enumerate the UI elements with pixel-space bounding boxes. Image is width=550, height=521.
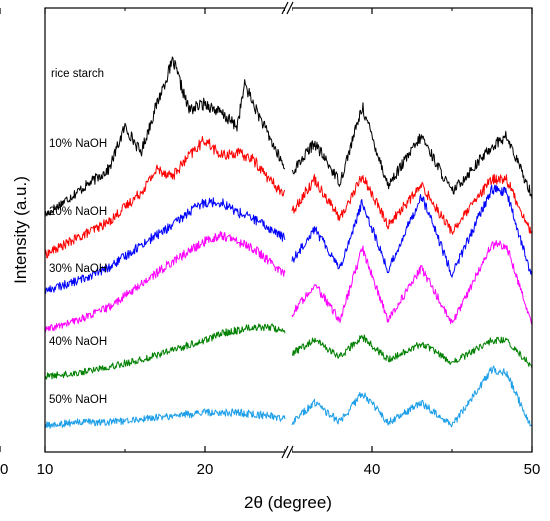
series-label: 50% NaOH	[49, 394, 107, 406]
y-axis-title: Intensity (a.u.)	[11, 176, 30, 284]
series-label-layer: rice starch 10% NaOH 20% NaOH 30% NaOH 40% N…	[49, 68, 107, 406]
series-line-left	[44, 323, 286, 380]
series-line-left	[44, 231, 286, 333]
plot-frame	[44, 7, 533, 453]
x-tick-label: 30	[0, 461, 8, 478]
series-line-left	[44, 136, 286, 259]
series-50-naoh	[44, 365, 533, 429]
series-line-right	[292, 334, 533, 369]
axis-break-gap	[285, 446, 292, 458]
axis-break-slash	[281, 445, 289, 459]
series-line-right	[291, 365, 533, 428]
x-tick-label: 10	[37, 461, 54, 478]
series-label: 20% NaOH	[49, 206, 107, 218]
series-label: 10% NaOH	[49, 138, 107, 150]
trace-layer	[44, 56, 533, 429]
series-line-right	[291, 184, 533, 278]
series-20-naoh	[44, 184, 533, 295]
series-label: rice starch	[51, 68, 104, 80]
axis-break-layer	[281, 1, 294, 459]
series-line-right	[291, 239, 533, 325]
x-tick-label: 20	[197, 461, 214, 478]
x-axis-title: 2θ (degree)	[244, 493, 332, 512]
axis-break-slash	[286, 1, 294, 15]
x-tick-label: 40	[364, 461, 381, 478]
axis-break-slash	[281, 1, 289, 15]
series-label: 40% NaOH	[49, 336, 107, 348]
series-line-left	[44, 408, 286, 429]
series-line-right	[291, 102, 533, 200]
series-rice-starch	[44, 56, 533, 218]
series-label: 30% NaOH	[49, 263, 107, 275]
axis-break-gap	[285, 2, 292, 14]
x-tick-label: 50	[524, 461, 541, 478]
series-line-left	[44, 197, 286, 295]
series-10-naoh	[44, 136, 533, 259]
axis-break-slash	[286, 445, 294, 459]
series-line-right	[291, 173, 533, 235]
series-30-naoh	[44, 231, 533, 333]
series-40-naoh	[44, 323, 533, 380]
series-line-left	[44, 56, 286, 218]
